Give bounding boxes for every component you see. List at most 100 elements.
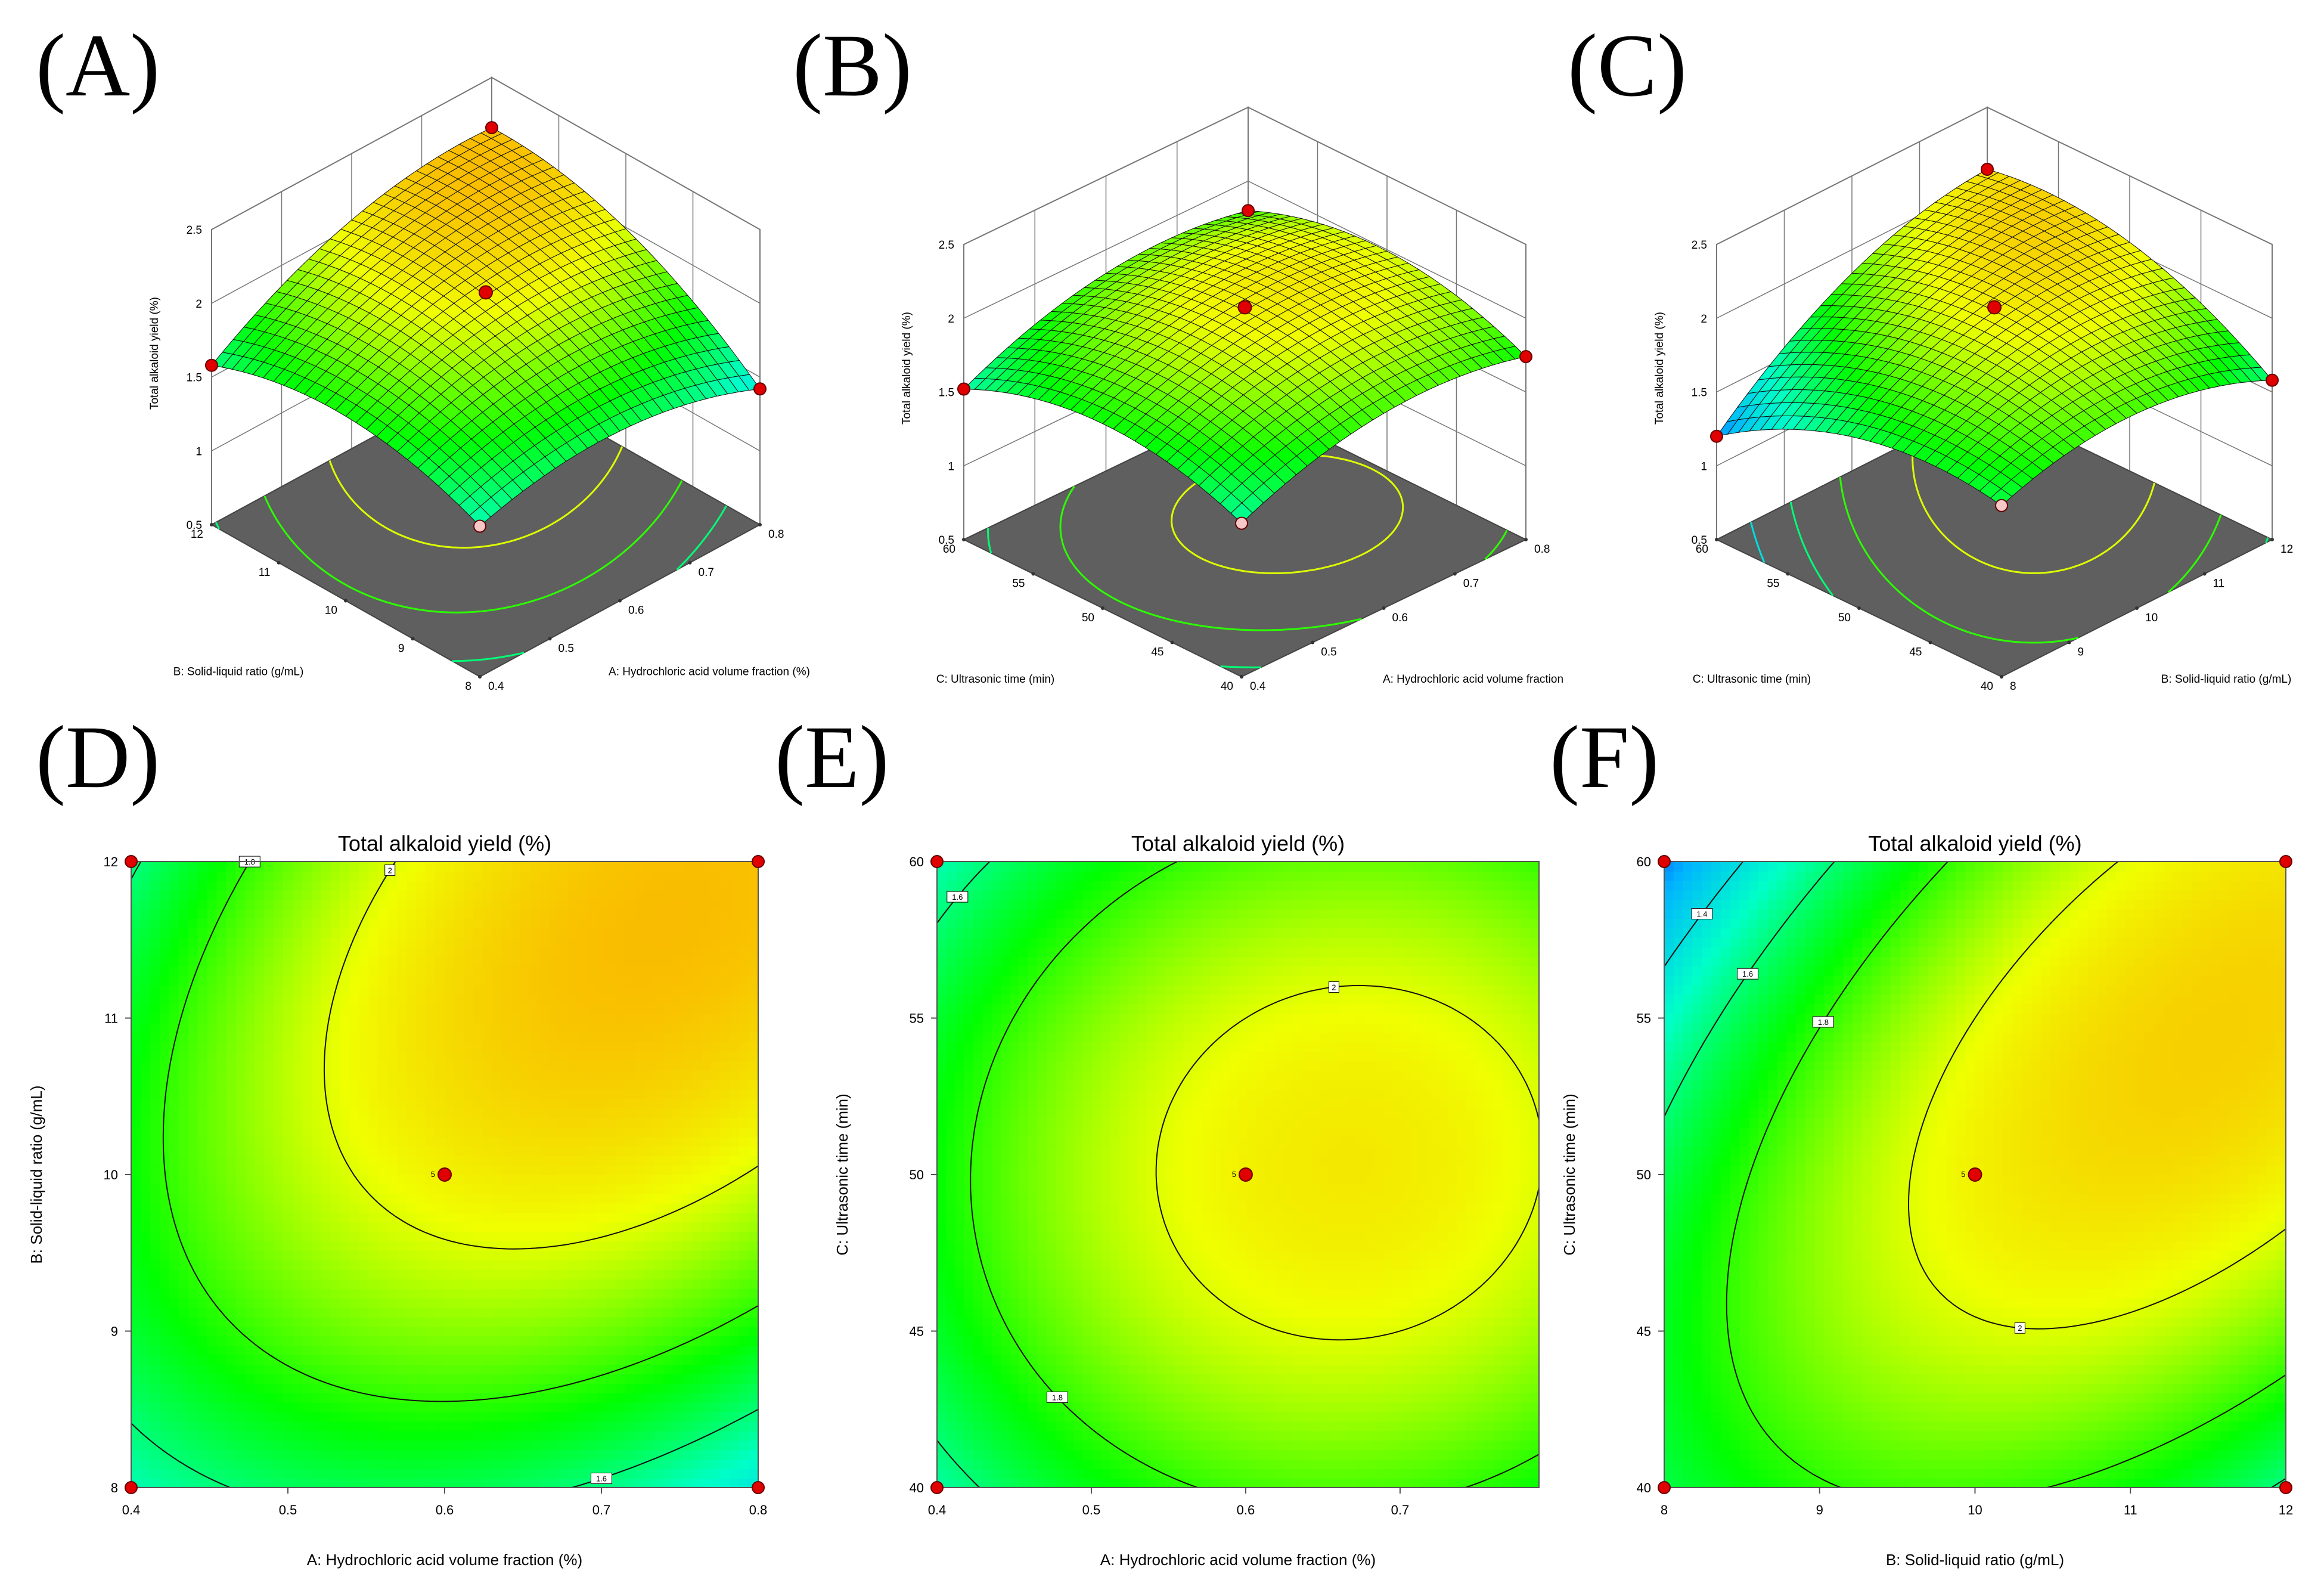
heatmap-cell [501, 1023, 512, 1033]
heatmap-cell [292, 1042, 303, 1052]
heatmap-cell [255, 1279, 265, 1289]
heatmap-cell [178, 880, 189, 891]
heatmap-cell [340, 1023, 350, 1033]
heatmap-cell [255, 1212, 265, 1223]
heatmap-cell [140, 1288, 151, 1299]
heatmap-cell [492, 1203, 502, 1213]
heatmap-cell [463, 1108, 474, 1119]
heatmap-cell [302, 899, 312, 910]
heatmap-cell [140, 1326, 151, 1337]
heatmap-cell [407, 1241, 417, 1251]
heatmap-cell [159, 1392, 170, 1403]
heatmap-cell [349, 947, 360, 957]
heatmap-cell [511, 1326, 522, 1337]
heatmap-cell [387, 1108, 398, 1119]
heatmap-cell [482, 1165, 493, 1175]
heatmap-cell [426, 1023, 436, 1033]
heatmap-cell [492, 871, 502, 881]
heatmap-cell [463, 937, 474, 947]
y-axis-label-d: B: Solid-liquid ratio (g/mL) [27, 1085, 45, 1263]
heatmap-cell [454, 947, 464, 957]
heatmap-cell [445, 871, 455, 881]
heatmap-cell [473, 1279, 483, 1289]
heatmap-cell [359, 1136, 370, 1147]
heatmap-cell [511, 1136, 522, 1147]
x-tick-mark [688, 560, 692, 565]
heatmap-cell [397, 1260, 408, 1270]
heatmap-cell [445, 1440, 455, 1451]
heatmap-cell [520, 1449, 531, 1460]
heatmap-cell [435, 1156, 445, 1166]
heatmap-cell [140, 994, 151, 1005]
heatmap-cell [349, 1478, 360, 1488]
heatmap-cell [359, 1117, 370, 1128]
y-tick-label: 10 [325, 605, 337, 617]
heatmap-cell [207, 1402, 218, 1412]
heatmap-cell [340, 1241, 350, 1251]
heatmap-cell [178, 1411, 189, 1422]
heatmap-cell [473, 1374, 483, 1384]
heatmap-cell [463, 928, 474, 938]
heatmap-cell [159, 880, 170, 891]
heatmap-cell [445, 1117, 455, 1128]
heatmap-cell [397, 1449, 408, 1460]
heatmap-cell [492, 956, 502, 966]
heatmap-cell [492, 947, 502, 957]
heatmap-cell [274, 1459, 284, 1469]
heatmap-cell [226, 975, 237, 986]
heatmap-cell [216, 1051, 227, 1061]
heatmap-cell [131, 1222, 141, 1232]
heatmap-cell [255, 1193, 265, 1204]
heatmap-cell [407, 1212, 417, 1223]
heatmap-cell [378, 1459, 389, 1469]
heatmap-cell [378, 956, 389, 966]
heatmap-cell [368, 1175, 379, 1185]
heatmap-cell [226, 862, 237, 872]
heatmap-cell [131, 928, 141, 938]
heatmap-cell [416, 1326, 426, 1337]
heatmap-cell [255, 1203, 265, 1213]
heatmap-cell [378, 994, 389, 1005]
heatmap-cell [349, 1203, 360, 1213]
heatmap-cell [169, 918, 179, 929]
heatmap-cell [235, 1212, 246, 1223]
heatmap-cell [368, 880, 379, 891]
heatmap-cell [235, 1241, 246, 1251]
heatmap-cell [321, 1345, 331, 1356]
heatmap-cell [426, 1469, 436, 1479]
heatmap-cell [463, 918, 474, 929]
heatmap-cell [501, 975, 512, 986]
heatmap-cell [207, 1212, 218, 1223]
heatmap-cell [235, 1032, 246, 1043]
heatmap-cell [216, 1165, 227, 1175]
heatmap-cell [445, 1061, 455, 1071]
heatmap-cell [188, 1297, 198, 1308]
heatmap-cell [407, 1478, 417, 1488]
heatmap-cell [378, 1098, 389, 1109]
heatmap-cell [188, 1241, 198, 1251]
heatmap-cell [311, 1061, 322, 1071]
heatmap-cell [407, 1089, 417, 1099]
surface-design-point [1519, 350, 1532, 364]
heatmap-cell [255, 1003, 265, 1014]
heatmap-cell [387, 1184, 398, 1194]
heatmap-cell [378, 947, 389, 957]
heatmap-cell [454, 1003, 464, 1014]
heatmap-cell [292, 1421, 303, 1432]
heatmap-cell [368, 1203, 379, 1213]
heatmap-cell [283, 1478, 293, 1488]
heatmap-cell [197, 880, 208, 891]
heatmap-cell [216, 947, 227, 957]
heatmap-cell [349, 1469, 360, 1479]
heatmap-cell [274, 1241, 284, 1251]
heatmap-cell [435, 1469, 445, 1479]
heatmap-cell [311, 1212, 322, 1223]
heatmap-cell [235, 1345, 246, 1356]
heatmap-cell [302, 1231, 312, 1242]
heatmap-cell [378, 1374, 389, 1384]
heatmap-cell [131, 1212, 141, 1223]
heatmap-cell [435, 909, 445, 919]
heatmap-cell [378, 1212, 389, 1223]
heatmap-cell [445, 1241, 455, 1251]
heatmap-cell [492, 1459, 502, 1469]
